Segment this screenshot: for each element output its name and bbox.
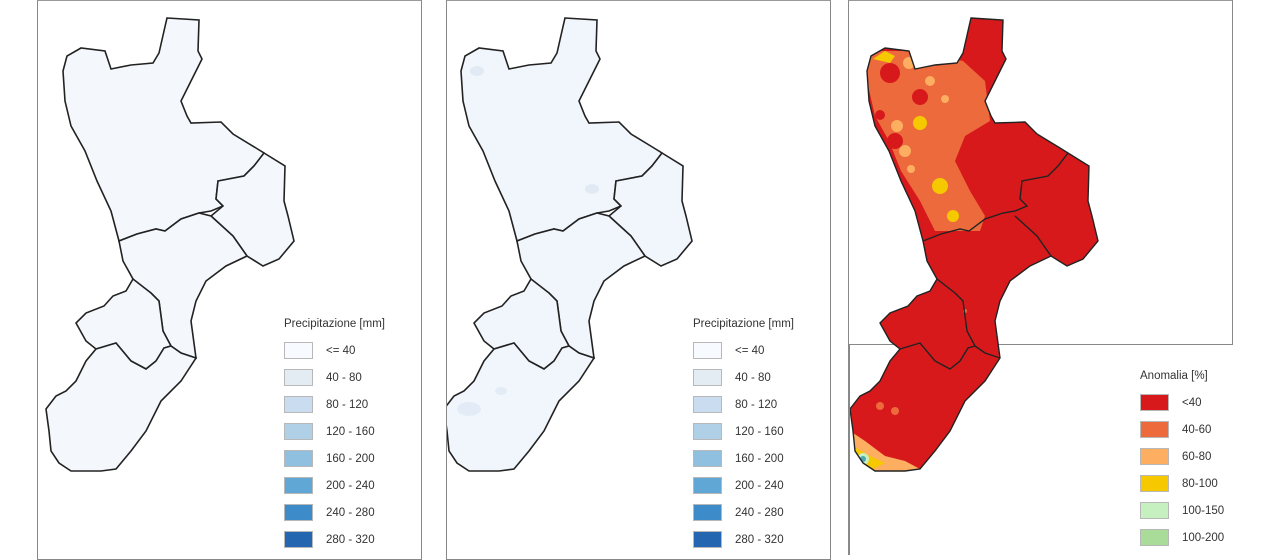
legend-item: 240 - 280 [693,499,794,526]
panel-border-left [848,345,850,555]
legend-item: <40 [1140,389,1250,416]
precipitation-legend-2: Precipitazione [mm] <= 40 40 - 80 80 - 1… [693,318,794,553]
legend-swatch [284,531,313,548]
legend-swatch [693,504,722,521]
legend-item: <= 40 [284,337,385,364]
legend-swatch [693,531,722,548]
precipitation-map-panel-2: Precipitazione [mm] <= 40 40 - 80 80 - 1… [446,0,831,560]
legend-swatch [1140,529,1169,546]
legend-swatch [284,504,313,521]
precipitation-legend-1: Precipitazione [mm] <= 40 40 - 80 80 - 1… [284,318,385,553]
legend-swatch [284,342,313,359]
legend-swatch [1140,448,1169,465]
calabria-map-1 [45,17,295,472]
calabria-map-2 [447,17,693,472]
legend-item: 80 - 120 [693,391,794,418]
legend-swatch [284,423,313,440]
legend-item: 100-200 [1140,524,1250,551]
legend-swatch [284,477,313,494]
legend-swatch [284,396,313,413]
legend-item: 80 - 120 [284,391,385,418]
legend-swatch [284,450,313,467]
region-reggio [45,342,198,472]
legend-title: Precipitazione [mm] [693,318,794,330]
legend-item: 40-60 [1140,416,1250,443]
legend-item: 120 - 160 [284,418,385,445]
legend-swatch [693,342,722,359]
legend-swatch [693,423,722,440]
legend-item: <= 40 [693,337,794,364]
legend-swatch [693,396,722,413]
legend-item: 40 - 80 [284,364,385,391]
legend-title: Anomalia [%] [1140,370,1208,382]
legend-swatch [693,450,722,467]
legend-swatch [693,369,722,386]
legend-item: 60-80 [1140,443,1250,470]
legend-item: 120 - 160 [693,418,794,445]
legend-item: 80-100 [1140,470,1250,497]
anomaly-legend: Anomalia [%] <40 40-60 60-80 80-100 100-… [1135,345,1258,551]
legend-item: 160 - 200 [284,445,385,472]
legend-swatch [1140,475,1169,492]
anomaly-map-panel [848,0,1233,472]
legend-swatch [1140,394,1169,411]
legend-swatch [284,369,313,386]
legend-swatch [1140,421,1169,438]
legend-swatch [1140,502,1169,519]
precipitation-map-panel-1: Precipitazione [mm] <= 40 40 - 80 80 - 1… [37,0,422,560]
calabria-anomaly-map [849,17,1099,472]
legend-item: 200 - 240 [693,472,794,499]
legend-item: 160 - 200 [693,445,794,472]
legend-swatch [693,477,722,494]
legend-item: 240 - 280 [284,499,385,526]
region-reggio [447,342,596,472]
legend-item: 200 - 240 [284,472,385,499]
legend-item: 100-150 [1140,497,1250,524]
legend-item: 280 - 320 [284,526,385,553]
legend-item: 40 - 80 [693,364,794,391]
legend-title: Precipitazione [mm] [284,318,385,330]
legend-item: 280 - 320 [693,526,794,553]
